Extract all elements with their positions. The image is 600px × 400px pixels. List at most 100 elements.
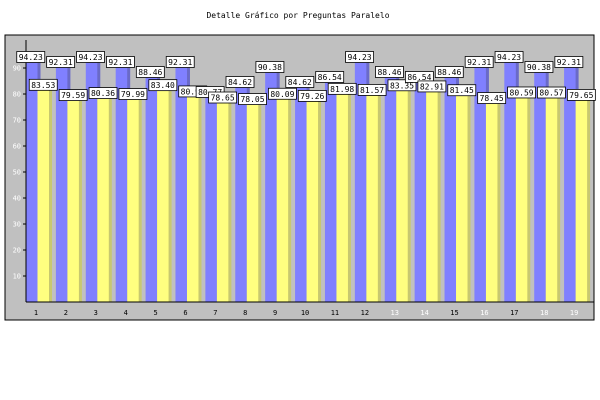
x-tick-label: 2: [64, 309, 68, 317]
data-label: 88.46: [437, 68, 461, 77]
bar: [396, 85, 408, 302]
data-label-box: [285, 76, 315, 88]
data-label: 94.23: [348, 53, 372, 62]
data-label-box: [208, 91, 238, 104]
data-label-box: [106, 56, 135, 68]
data-label: 90.38: [258, 63, 282, 72]
bar: [97, 93, 109, 303]
data-label-box: [76, 51, 105, 63]
data-label: 80.57: [539, 89, 563, 98]
data-label-box: [327, 82, 357, 95]
data-label-box: [255, 61, 285, 73]
y-tick-label: 50: [13, 169, 21, 177]
bar: [276, 93, 289, 303]
bar: [306, 95, 319, 302]
data-label-box: [28, 78, 58, 91]
bar: [426, 86, 438, 303]
data-label: 82.91: [420, 82, 444, 91]
data-label-box: [268, 87, 297, 100]
data-label: 80.09: [270, 90, 294, 99]
data-label: 83.53: [31, 81, 55, 90]
data-label-box: [297, 90, 327, 102]
x-tick-label: 9: [273, 309, 277, 317]
x-tick-label: 7: [213, 309, 217, 317]
data-label: 78.65: [211, 94, 235, 103]
data-label: 94.23: [19, 53, 43, 62]
y-tick-label: 10: [13, 273, 21, 281]
y-tick-label: 90: [13, 65, 21, 73]
bar: [235, 81, 247, 302]
bar: [504, 57, 516, 302]
x-tick-label: 5: [153, 309, 157, 317]
y-tick-label: 60: [13, 143, 21, 151]
data-label-box: [58, 89, 88, 101]
chart-title: Detalle Gráfico por Preguntas Paralelo: [206, 11, 389, 20]
x-tick-label: 8: [243, 309, 247, 317]
data-label-box: [507, 86, 536, 99]
data-label: 83.35: [390, 81, 414, 90]
bar: [246, 99, 259, 302]
bar: [384, 72, 397, 302]
data-label-box: [417, 80, 447, 93]
bar: [366, 89, 378, 302]
bar: [186, 91, 199, 303]
x-tick-label: 11: [331, 309, 339, 317]
bar: [37, 84, 49, 303]
data-label: 79.99: [121, 90, 145, 99]
data-label: 92.31: [557, 58, 581, 67]
bar: [354, 57, 367, 302]
data-label: 80.99: [181, 87, 205, 96]
data-label: 80.36: [91, 89, 115, 98]
bar: [127, 94, 139, 302]
bar: [216, 97, 229, 302]
x-tick-label: 13: [391, 309, 399, 317]
data-label: 79.59: [61, 91, 85, 100]
x-tick-label: 3: [94, 309, 98, 317]
bar: [55, 61, 68, 302]
data-label: 90.38: [527, 63, 551, 72]
data-label-box: [537, 86, 566, 99]
bar: [175, 61, 187, 302]
bar: [295, 81, 307, 302]
data-label-box: [434, 66, 464, 78]
bar: [456, 90, 468, 302]
data-label: 92.31: [467, 58, 491, 67]
data-label-box: [135, 66, 165, 78]
data-label: 86.54: [318, 73, 342, 82]
x-tick-label: 19: [570, 309, 578, 317]
y-tick-label: 40: [13, 195, 21, 203]
data-label: 88.46: [138, 68, 162, 77]
x-tick-label: 6: [183, 309, 187, 317]
data-label: 80.59: [510, 88, 534, 97]
x-tick-label: 1: [34, 309, 38, 317]
data-label-box: [375, 66, 404, 78]
data-label-box: [464, 56, 494, 68]
bar: [336, 88, 348, 303]
data-label: 79.26: [300, 92, 324, 101]
data-label-box: [148, 79, 178, 92]
bar: [67, 95, 79, 302]
data-label: 86.54: [407, 73, 431, 82]
data-label: 81.98: [330, 85, 354, 94]
data-label: 84.62: [288, 78, 312, 87]
data-label-group: 94.23 83.53 92.31 79.59 94.23 80.36 92.31 79.99…: [16, 51, 596, 105]
data-label-box: [447, 84, 477, 97]
bar: [85, 57, 98, 302]
y-tick-label: 20: [13, 247, 21, 255]
x-tick-label: 12: [361, 309, 369, 317]
bar: [534, 67, 546, 303]
data-label: 88.46: [377, 68, 401, 77]
bar: [545, 92, 558, 302]
data-label-box: [225, 76, 255, 88]
x-tick-label: 18: [540, 309, 548, 317]
bar: [324, 76, 337, 302]
data-label-box: [46, 56, 76, 68]
data-label: 94.23: [78, 53, 102, 62]
data-label: 79.65: [569, 91, 593, 100]
x-tick-label: 14: [420, 309, 428, 317]
data-label: 81.45: [450, 86, 474, 95]
bar: [414, 76, 427, 302]
data-label-box: [477, 92, 507, 104]
